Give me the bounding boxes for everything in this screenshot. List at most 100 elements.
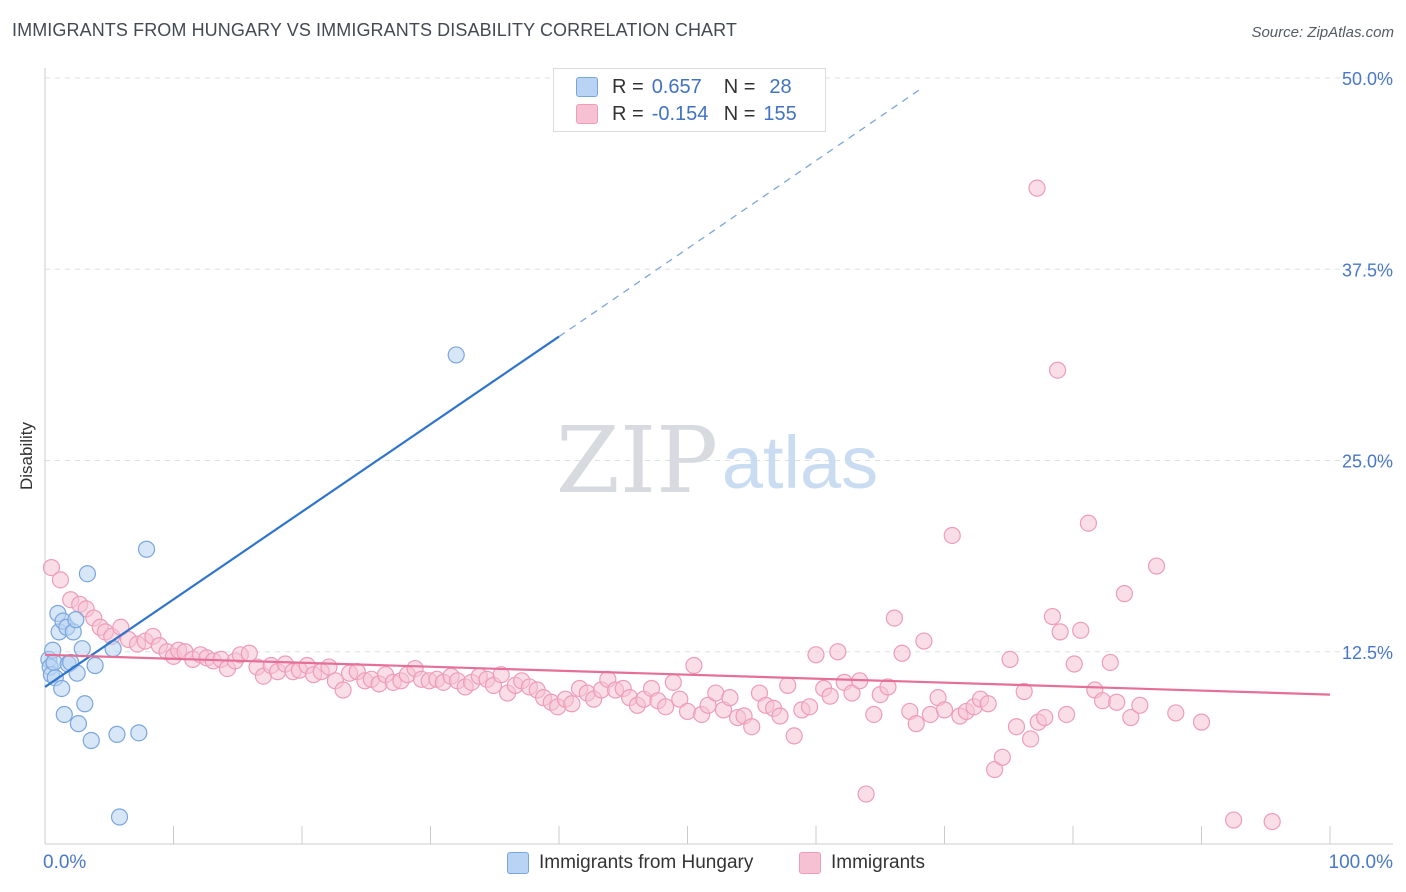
- data-point-immigrants: [779, 676, 797, 695]
- source-credit: Source: ZipAtlas.com: [1251, 24, 1394, 41]
- data-point-immigrants: [885, 609, 903, 627]
- data-point-immigrants: [807, 646, 825, 664]
- x-tick-label-max: 100.0%: [1328, 852, 1393, 873]
- data-point-hungary: [130, 724, 148, 742]
- data-point-immigrants: [1001, 650, 1019, 669]
- trend-line-immigrants: [44, 653, 1331, 696]
- trend-lines: [44, 89, 1331, 696]
- data-point-immigrants: [1036, 708, 1054, 727]
- data-point-immigrants: [678, 702, 697, 721]
- data-point-hungary: [108, 725, 126, 743]
- data-point-immigrants: [907, 715, 925, 733]
- data-point-immigrants: [1122, 708, 1140, 727]
- data-point-immigrants: [42, 558, 61, 577]
- trend-line-hungary: [44, 335, 560, 688]
- y-tick-label: 12.5%: [1342, 643, 1393, 663]
- data-point-immigrants: [334, 681, 352, 699]
- data-point-immigrants: [843, 684, 861, 702]
- data-point-immigrants: [943, 526, 961, 545]
- legend-swatch-blue: [576, 77, 598, 97]
- legend-n-label: N =: [723, 75, 756, 98]
- data-point-immigrants: [699, 696, 717, 714]
- data-point-immigrants: [1079, 514, 1098, 532]
- y-tick-label: 37.5%: [1342, 260, 1393, 280]
- data-point-immigrants: [915, 632, 933, 650]
- data-point-immigrants: [657, 698, 675, 716]
- data-point-immigrants: [986, 760, 1004, 779]
- data-point-immigrants: [857, 785, 875, 803]
- data-point-immigrants: [1007, 718, 1026, 736]
- legend-row-hungary: R = 0.657 N = 28: [576, 75, 792, 99]
- legend-r-label: R =: [612, 102, 644, 125]
- legend-n-label: N =: [723, 102, 756, 125]
- data-point-immigrants: [1108, 693, 1126, 711]
- data-point-immigrants: [879, 678, 897, 696]
- legend-swatch-pink: [799, 852, 821, 874]
- data-point-immigrants: [865, 705, 883, 724]
- legend-item-hungary[interactable]: Immigrants from Hungary: [507, 852, 753, 874]
- legend-r-value: -0.154: [651, 102, 709, 125]
- legend-item-immigrants[interactable]: Immigrants: [799, 852, 925, 874]
- data-point-immigrants: [1115, 585, 1134, 603]
- data-point-immigrants: [771, 707, 789, 725]
- data-point-immigrants: [51, 571, 70, 589]
- data-point-hungary: [55, 705, 73, 724]
- data-point-hungary: [67, 611, 85, 629]
- legend-item-label: Immigrants from Hungary: [539, 852, 754, 873]
- data-point-hungary: [86, 656, 104, 675]
- data-point-immigrants: [893, 644, 911, 662]
- x-tick-label-min: 0.0%: [43, 852, 87, 873]
- data-point-immigrants: [785, 727, 803, 745]
- data-point-immigrants: [821, 687, 839, 705]
- data-point-immigrants: [1192, 713, 1211, 731]
- series-immigrants-from-hungary: [40, 346, 465, 826]
- data-point-hungary: [69, 715, 88, 733]
- data-point-immigrants: [1225, 811, 1243, 829]
- data-point-immigrants: [1057, 705, 1076, 724]
- data-point-hungary: [73, 640, 91, 658]
- data-point-immigrants: [935, 701, 954, 719]
- y-tick-labels: 12.5% 25.0% 37.5% 50.0%: [1342, 69, 1393, 663]
- data-point-immigrants: [1101, 653, 1119, 672]
- data-point-hungary: [53, 679, 71, 698]
- data-point-immigrants: [979, 695, 997, 713]
- legend-r-label: R =: [612, 75, 644, 98]
- data-point-immigrants: [1147, 557, 1166, 575]
- data-point-immigrants: [1131, 696, 1149, 714]
- y-tick-label: 25.0%: [1342, 452, 1393, 472]
- grid-lines: [45, 77, 1393, 653]
- data-point-immigrants: [1051, 623, 1069, 641]
- axes: [44, 68, 1393, 845]
- data-point-hungary: [78, 565, 97, 583]
- data-point-immigrants: [685, 656, 703, 675]
- watermark-atlas: atlas: [722, 421, 878, 504]
- correlation-legend: R = 0.657 N = 28 R = -0.154 N = 155: [553, 68, 826, 132]
- data-point-immigrants: [563, 695, 581, 713]
- data-point-immigrants: [1093, 692, 1112, 710]
- data-point-immigrants: [1072, 621, 1090, 639]
- legend-swatch-pink: [576, 104, 598, 124]
- data-point-immigrants: [1048, 361, 1067, 379]
- data-point-immigrants: [800, 698, 819, 716]
- data-point-immigrants: [1065, 655, 1083, 673]
- data-point-immigrants: [721, 689, 739, 707]
- y-tick-label: 50.0%: [1342, 69, 1393, 89]
- series-immigrants: [42, 179, 1281, 831]
- data-point-immigrants: [993, 748, 1011, 766]
- data-point-immigrants: [1021, 730, 1040, 748]
- chart-title: IMMIGRANTS FROM HUNGARY VS IMMIGRANTS DI…: [12, 20, 738, 40]
- data-point-hungary: [82, 731, 100, 750]
- legend-n-value: 155: [763, 102, 797, 125]
- data-point-immigrants: [1167, 704, 1185, 722]
- data-point-immigrants: [664, 673, 682, 691]
- legend-n-value: 28: [769, 75, 792, 98]
- data-point-hungary: [110, 808, 129, 826]
- data-point-immigrants: [829, 643, 847, 661]
- series-legend: Immigrants from Hungary Immigrants: [0, 852, 1406, 878]
- data-point-immigrants: [1043, 607, 1062, 626]
- data-point-immigrants: [671, 690, 689, 708]
- data-point-immigrants: [743, 718, 761, 736]
- data-point-immigrants: [1015, 682, 1033, 701]
- data-point-immigrants: [492, 666, 510, 684]
